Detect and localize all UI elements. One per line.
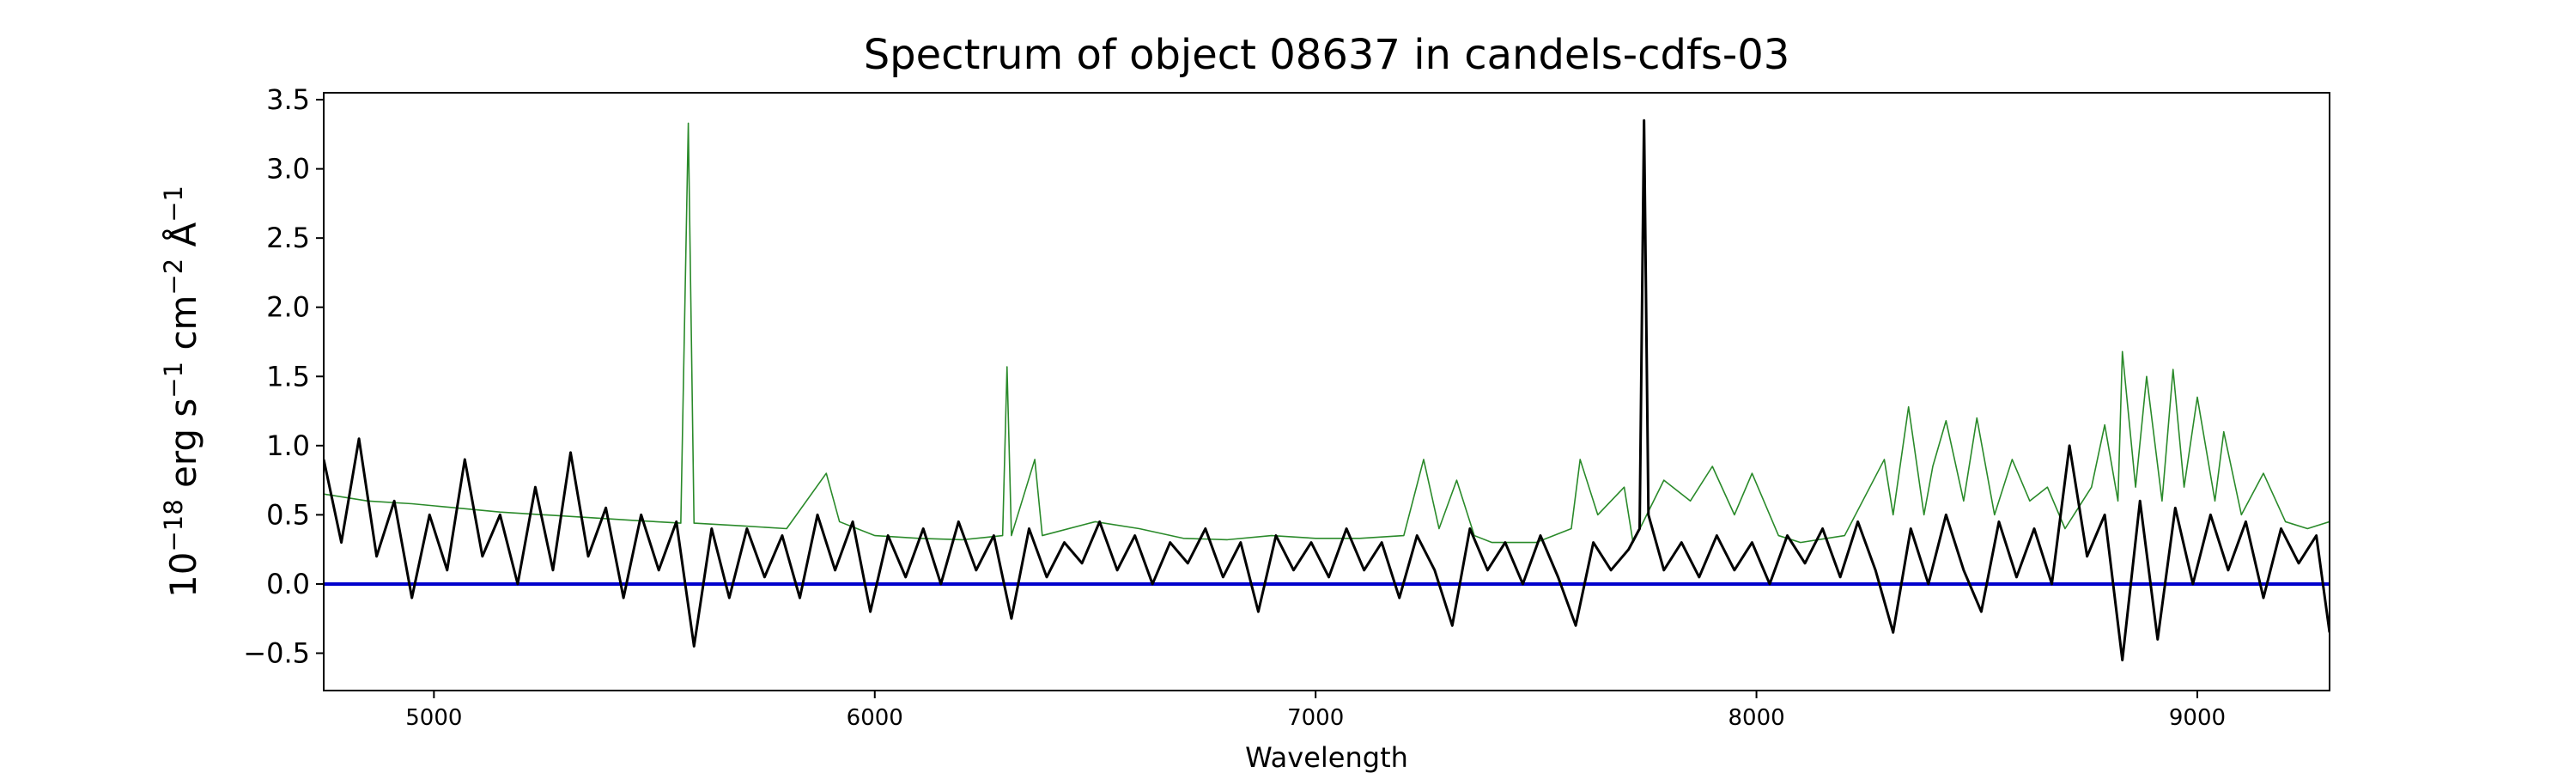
y-label-text: Å (161, 222, 204, 259)
y-label-exponent: −2 (159, 259, 188, 295)
x-tick-label: 9000 (2169, 705, 2226, 731)
y-label-exponent: −18 (159, 499, 188, 551)
y-tick-label: −0.5 (243, 637, 310, 670)
y-label-text: 10 (162, 552, 204, 598)
y-tick-label: 0.0 (266, 568, 310, 600)
y-tick-label: 1.0 (266, 429, 310, 462)
y-label-text: cm (162, 295, 204, 362)
x-tick-label: 7000 (1287, 705, 1344, 731)
spectrum-line (324, 122, 2330, 544)
x-tick-label: 5000 (405, 705, 462, 731)
y-tick-label: 3.0 (266, 153, 310, 186)
y-axis-label: 10−18 erg s−1 cm−2 Å−1 (159, 186, 204, 598)
y-tick-label: 0.5 (266, 498, 310, 531)
y-label-exponent: −1 (159, 362, 188, 399)
x-tick-label: 8000 (1728, 705, 1784, 731)
spectrum-line (324, 119, 2330, 662)
y-tick-label: 1.5 (266, 360, 310, 393)
x-axis-label: Wavelength (1245, 741, 1408, 773)
plot-area (324, 119, 2330, 662)
axes-frame (323, 92, 2330, 691)
y-label-text: erg s (162, 399, 204, 500)
y-label-exponent: −1 (159, 186, 188, 222)
y-tick-label: 3.5 (266, 83, 310, 116)
y-tick-label: 2.0 (266, 291, 310, 324)
chart-title: Spectrum of object 08637 in candels-cdfs… (864, 31, 1790, 79)
y-tick-label: 2.5 (266, 222, 310, 254)
x-tick-label: 6000 (847, 705, 903, 731)
